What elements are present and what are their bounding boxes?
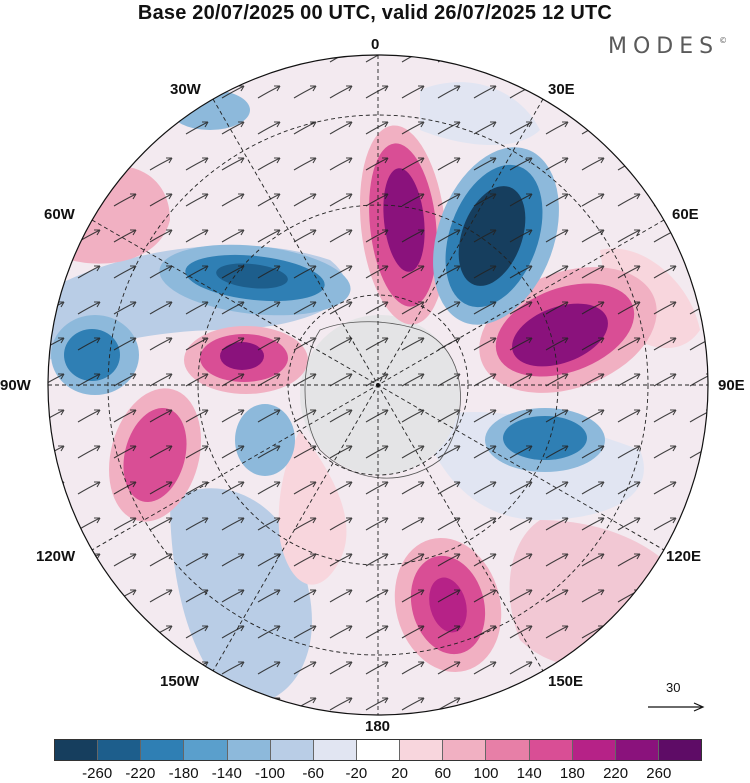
vector-scale-arrow-icon: [648, 702, 705, 712]
colorbar-tick-label: -140: [211, 765, 242, 782]
colorbar-swatch: [486, 740, 530, 760]
colorbar-swatch: [270, 740, 314, 760]
colorbar-swatch: [572, 740, 616, 760]
anomaly-field: [48, 55, 708, 715]
colorbar-tick-label: -220: [125, 765, 156, 782]
colorbar-tick-label: -180: [168, 765, 199, 782]
colorbar-swatch: [529, 740, 573, 760]
colorbar-swatch: [141, 740, 185, 760]
colorbar-swatch: [184, 740, 228, 760]
colorbar-tick-label: -20: [345, 765, 368, 782]
colorbar-tick-label: -260: [82, 765, 113, 782]
colorbar-swatch: [400, 740, 444, 760]
colorbar-tick-label: 260: [646, 765, 672, 782]
colorbar-tick-label: -100: [254, 765, 286, 782]
colorbar-swatch: [356, 740, 401, 760]
lon-label-90e: 90E: [718, 377, 745, 394]
colorbar-swatch: [658, 740, 702, 760]
colorbar-tick-label: -60: [302, 765, 325, 782]
colorbar-tick-label: 20: [391, 765, 408, 782]
colorbar-swatch: [98, 740, 142, 760]
colorbar-tick-label: 100: [473, 765, 499, 782]
lon-label-0: 0: [371, 36, 380, 53]
lon-label-90w: 90W: [0, 377, 31, 394]
colorbar: [54, 739, 702, 761]
colorbar-swatch: [227, 740, 271, 760]
colorbar-swatch: [443, 740, 487, 760]
lon-label-150e: 150E: [548, 673, 584, 690]
brand-logo: MODES©: [608, 34, 727, 59]
lon-label-60e: 60E: [672, 206, 699, 223]
colorbar-tick-label: 60: [434, 765, 452, 782]
lon-label-150w: 150W: [160, 673, 200, 690]
lon-label-30w: 30W: [170, 81, 201, 98]
lon-label-60w: 60W: [44, 206, 75, 223]
vector-scale-label: 30: [666, 680, 681, 695]
brand-name: MODES: [608, 34, 720, 59]
colorbar-ticks: -260 -220 -180 -140 -100 -60 -20 20 60 100 140 180 2…: [54, 765, 702, 783]
map-title: Base 20/07/2025 00 UTC, valid 26/07/2025…: [137, 2, 613, 24]
colorbar-swatch: [55, 740, 99, 760]
lon-label-180: 180: [365, 718, 391, 735]
copyright-mark: ©: [719, 36, 728, 45]
lon-label-120e: 120E: [666, 548, 702, 565]
vector-scale: 30: [646, 680, 706, 720]
lon-label-30e: 30E: [548, 81, 575, 98]
colorbar-tick-label: 180: [559, 765, 585, 782]
colorbar-swatch: [313, 740, 357, 760]
colorbar-tick-label: 220: [603, 765, 629, 782]
colorbar-tick-label: 140: [516, 765, 542, 782]
colorbar-swatch: [615, 740, 659, 760]
lon-label-120w: 120W: [36, 548, 76, 565]
